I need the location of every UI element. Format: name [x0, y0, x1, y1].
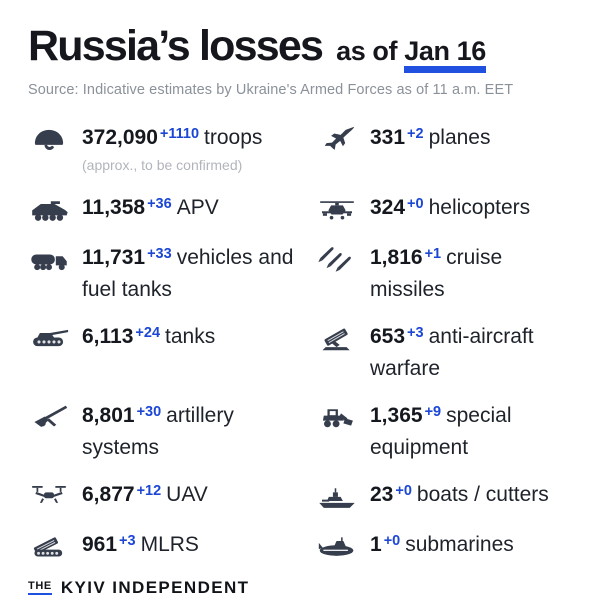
stat-label: MLRS — [140, 533, 199, 557]
stat-text: 331 +2 planes — [370, 123, 490, 155]
stat-troops: 372,090 +1110 troops (approx., to be confir… — [28, 123, 316, 175]
stat-label: APV — [176, 196, 219, 220]
stat-label: vehicles and fuel tanks — [82, 246, 294, 302]
stat-label: planes — [428, 126, 491, 150]
stat-delta: +2 — [407, 125, 424, 142]
stat-delta: +24 — [135, 324, 161, 341]
stat-planes: 331 +2 planes — [316, 123, 572, 175]
page-title: Russia’s losses as of Jan 16 — [28, 22, 572, 73]
stat-vehicles-and-fuel-tanks: 11,731 +33 vehicles and fuel tanks — [28, 243, 316, 304]
anti-aircraft-icon — [316, 323, 358, 353]
stat-label: troops — [204, 126, 263, 150]
logo-brand: KYIV INDEPENDENT — [60, 578, 250, 598]
submarine-icon — [316, 531, 358, 561]
cruise-missile-icon — [316, 244, 358, 274]
stat-delta: +3 — [407, 324, 424, 341]
stat-helicopters: 324 +0 helicopters — [316, 193, 572, 225]
stat-tanks: 6,113 +24 tanks — [28, 322, 316, 383]
fuel-truck-icon — [28, 244, 70, 274]
header: Russia’s losses as of Jan 16 Source: Ind… — [28, 22, 572, 99]
source-note: Source: Indicative estimates by Ukraine'… — [28, 82, 514, 99]
stat-value: 23 — [370, 483, 394, 507]
stat-label: boats / cutters — [416, 483, 549, 507]
stat-uav: 6,877 +12 UAV — [28, 480, 316, 512]
stat-delta: +0 — [407, 195, 424, 212]
stat-text: 1 +0 submarines — [370, 530, 514, 562]
stat-label: tanks — [165, 325, 216, 349]
stat-text: 653 +3 anti-aircraft warfare — [370, 322, 568, 383]
stat-value: 961 — [82, 533, 118, 557]
stat-delta: +0 — [395, 482, 412, 499]
stat-value: 1 — [370, 533, 382, 557]
stat-text: 11,358 +36 APV — [82, 193, 219, 225]
stat-value: 324 — [370, 196, 406, 220]
stat-text: 11,731 +33 vehicles and fuel tanks — [82, 243, 298, 304]
stat-text: 372,090 +1110 troops (approx., to be confir… — [82, 123, 262, 175]
stats-grid: 372,090 +1110 troops (approx., to be confir… — [28, 123, 572, 562]
stat-value: 11,358 — [82, 196, 146, 220]
title-main: Russia’s losses — [28, 22, 324, 70]
stat-label: special equipment — [370, 404, 512, 460]
stat-cruise-missiles: 1,816 +1 cruise missiles — [316, 243, 572, 304]
kyiv-independent-logo: THE KYIV INDEPENDENT — [28, 578, 572, 598]
stat-label: anti-aircraft warfare — [370, 325, 534, 381]
stat-value: 1,365 — [370, 404, 423, 428]
stat-submarines: 1 +0 submarines — [316, 530, 572, 562]
stat-text: 1,816 +1 cruise missiles — [370, 243, 568, 304]
artillery-icon — [28, 402, 70, 432]
stat-value: 372,090 — [82, 126, 158, 150]
stat-apv: 11,358 +36 APV — [28, 193, 316, 225]
stat-text: 324 +0 helicopters — [370, 193, 530, 225]
stat-note: (approx., to be confirmed) — [82, 157, 243, 174]
stat-value: 8,801 — [82, 404, 135, 428]
stat-special-equipment: 1,365 +9 special equipment — [316, 401, 572, 462]
apv-icon — [28, 194, 70, 224]
mlrs-icon — [28, 531, 70, 561]
stat-delta: +36 — [147, 195, 172, 212]
stat-text: 23 +0 boats / cutters — [370, 480, 549, 512]
logo-the: THE — [28, 581, 52, 596]
title-date-underlined: Jan 16 — [404, 36, 486, 73]
stat-text: 1,365 +9 special equipment — [370, 401, 568, 462]
stat-value: 1,816 — [370, 246, 423, 270]
stat-delta: +9 — [424, 403, 442, 420]
stat-value: 11,731 — [82, 246, 146, 270]
stat-delta: +1110 — [159, 125, 200, 142]
stat-mlrs: 961 +3 MLRS — [28, 530, 316, 562]
stat-anti-aircraft-warfare: 653 +3 anti-aircraft warfare — [316, 322, 572, 383]
uav-icon — [28, 481, 70, 511]
special-equipment-icon — [316, 402, 358, 432]
stat-delta: +33 — [147, 245, 172, 262]
stat-text: 8,801 +30 artillery systems — [82, 401, 298, 462]
stat-artillery-systems: 8,801 +30 artillery systems — [28, 401, 316, 462]
stat-value: 6,113 — [82, 325, 134, 349]
boat-icon — [316, 481, 358, 511]
stat-delta: +3 — [119, 532, 136, 549]
helicopter-icon — [316, 194, 358, 224]
stat-label: helicopters — [428, 196, 531, 220]
stat-delta: +30 — [136, 403, 162, 420]
title-suffix: as of — [336, 36, 398, 66]
stat-text: 6,113 +24 tanks — [82, 322, 215, 354]
title-asof: as of Jan 16 — [336, 36, 486, 73]
stat-boats-cutters: 23 +0 boats / cutters — [316, 480, 572, 512]
stat-value: 6,877 — [82, 483, 135, 507]
stat-delta: +12 — [136, 482, 162, 499]
stat-value: 653 — [370, 325, 406, 349]
stat-label: submarines — [405, 533, 514, 557]
jet-icon — [316, 124, 358, 154]
stat-delta: +1 — [424, 245, 442, 262]
helmet-icon — [28, 124, 70, 154]
tank-icon — [28, 323, 70, 353]
stat-label: UAV — [166, 483, 208, 507]
stat-value: 331 — [370, 126, 406, 150]
stat-label: artillery systems — [82, 404, 234, 460]
stat-text: 961 +3 MLRS — [82, 530, 199, 562]
stat-text: 6,877 +12 UAV — [82, 480, 208, 512]
stat-delta: +0 — [383, 532, 401, 549]
stat-label: cruise missiles — [370, 246, 503, 302]
